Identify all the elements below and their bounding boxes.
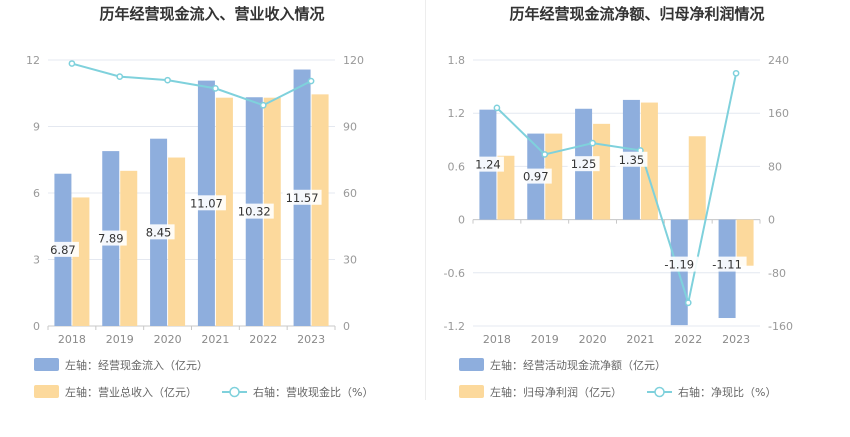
data-label-bg [186,195,226,211]
data-label-bg [94,230,127,246]
x-tick-label: 2021 [201,333,229,346]
data-label-bg [659,256,699,272]
x-tick-label: 2022 [674,333,702,346]
data-label-bg [282,189,322,205]
y-left-tick-label: 1.8 [448,54,466,67]
data-label-2023: 11.57 [286,191,319,205]
legend-label: 右轴：净现比（%） [678,385,776,399]
y-left-tick-label: 0 [33,320,40,333]
ratio-point-2019 [116,73,124,80]
bar-secondary-2018 [72,197,90,326]
ratio-point-2020 [589,139,596,147]
bar-secondary-2021 [215,97,233,326]
bar-secondary-2020 [168,157,186,326]
x-tick-label: 2022 [249,333,277,346]
ratio-point-2023 [307,77,315,85]
data-label-bg [142,224,175,240]
chart-title: 历年经营现金流入、营业收入情况 [99,5,324,23]
legend-swatch [34,385,59,398]
ratio-point-2019 [541,151,549,158]
bar-secondary-2022 [688,136,706,220]
x-tick-label: 2020 [154,333,182,346]
y-left-tick-label: 9 [33,121,40,134]
legend-swatch [459,385,484,398]
legend-label: 左轴：经营活动现金流净额（亿元） [490,358,666,372]
data-label-2022: -1.19 [664,258,694,272]
legend-marker [229,386,240,398]
data-label-2019: 7.89 [98,232,124,246]
bar-secondary-2019 [120,170,138,326]
legend-swatch [459,358,484,371]
y-right-tick-label: 0 [768,214,775,227]
y-left-tick-label: 3 [33,254,40,267]
data-label-2018: 6.87 [50,243,76,257]
panel-divider [425,0,426,400]
chart-panel-net-cash: 历年经营现金流净额、归母净利润情况 -1.2 -0.6 0 0.6 1.2 1.8 -160 -… [425,0,850,437]
x-tick-label: 2019 [531,333,559,346]
data-label-2021: 11.07 [190,196,223,210]
x-tick-label: 2020 [579,333,607,346]
y-right-tick-label: 30 [343,254,357,267]
data-label-bg [234,203,274,219]
legend-marker [654,386,665,398]
y-left-tick-label: -0.6 [444,267,465,280]
bar-secondary-2023 [311,94,329,326]
y-right-tick-label: -80 [768,267,786,280]
data-label-bg [707,256,747,272]
ratio-point-2022 [684,299,692,307]
y-left-tick-label: 12 [26,54,40,67]
data-label-bg [519,168,552,184]
ratio-point-2022 [259,101,267,109]
y-right-tick-label: 60 [343,187,357,200]
legend-label: 右轴：营收现金比（%） [253,385,373,399]
ratio-point-2018 [493,104,501,112]
data-label-bg [46,241,79,257]
y-right-tick-label: 160 [768,107,789,120]
bar-secondary-2019 [545,133,563,220]
chart-panel-cash-inflow: 历年经营现金流入、营业收入情况 0 3 6 9 12 0 30 60 90 120 6.87 7.89 8… [26,5,373,399]
x-tick-label: 2018 [58,333,86,346]
y-left-tick-label: 1.2 [448,107,466,120]
ratio-point-2018 [68,60,76,67]
ratio-point-2021 [212,85,219,92]
y-right-tick-label: 120 [343,54,364,67]
data-label-bg [567,156,600,172]
ratio-point-2023 [732,69,740,77]
legend-label: 左轴：经营现金流入（亿元） [65,358,208,372]
y-left-tick-label: -1.2 [444,320,465,333]
x-tick-label: 2021 [626,333,654,346]
bar-secondary-2020 [593,123,611,220]
y-right-tick-label: 90 [343,121,357,134]
x-tick-label: 2023 [297,333,325,346]
data-label-2020: 1.25 [571,157,597,171]
data-label-2018: 1.24 [475,158,501,172]
data-label-bg [615,151,648,167]
data-label-bg [471,156,504,172]
data-label-2019: 0.97 [523,170,549,184]
chart-net-cash-profit: 历年经营现金流净额、归母净利润情况 -1.2 -0.6 0 0.6 1.2 1.8 -160 -… [444,5,793,399]
ratio-point-2020 [164,76,171,84]
data-label-2021: 1.35 [619,153,645,167]
data-label-2020: 8.45 [146,225,172,239]
ratio-line [71,62,312,107]
x-tick-label: 2023 [722,333,750,346]
data-label-2022: 10.32 [238,205,271,219]
legend-label: 左轴：归母净利润（亿元） [490,385,622,399]
y-left-tick-label: 0 [458,214,465,227]
y-right-tick-label: 240 [768,54,789,67]
chart-title: 历年经营现金流净额、归母净利润情况 [509,5,764,23]
y-right-tick-label: -160 [768,320,793,333]
y-left-tick-label: 6 [33,187,40,200]
y-right-tick-label: 80 [768,160,782,173]
legend-label: 左轴：营业总收入（亿元） [65,385,197,399]
data-label-2023: -1.11 [712,258,742,272]
y-right-tick-label: 0 [343,320,350,333]
bar-secondary-2023 [736,219,754,266]
legend-swatch [34,358,59,371]
bar-secondary-2018 [497,155,515,220]
x-tick-label: 2019 [106,333,134,346]
x-tick-label: 2018 [483,333,511,346]
y-left-tick-label: 0.6 [448,160,466,173]
